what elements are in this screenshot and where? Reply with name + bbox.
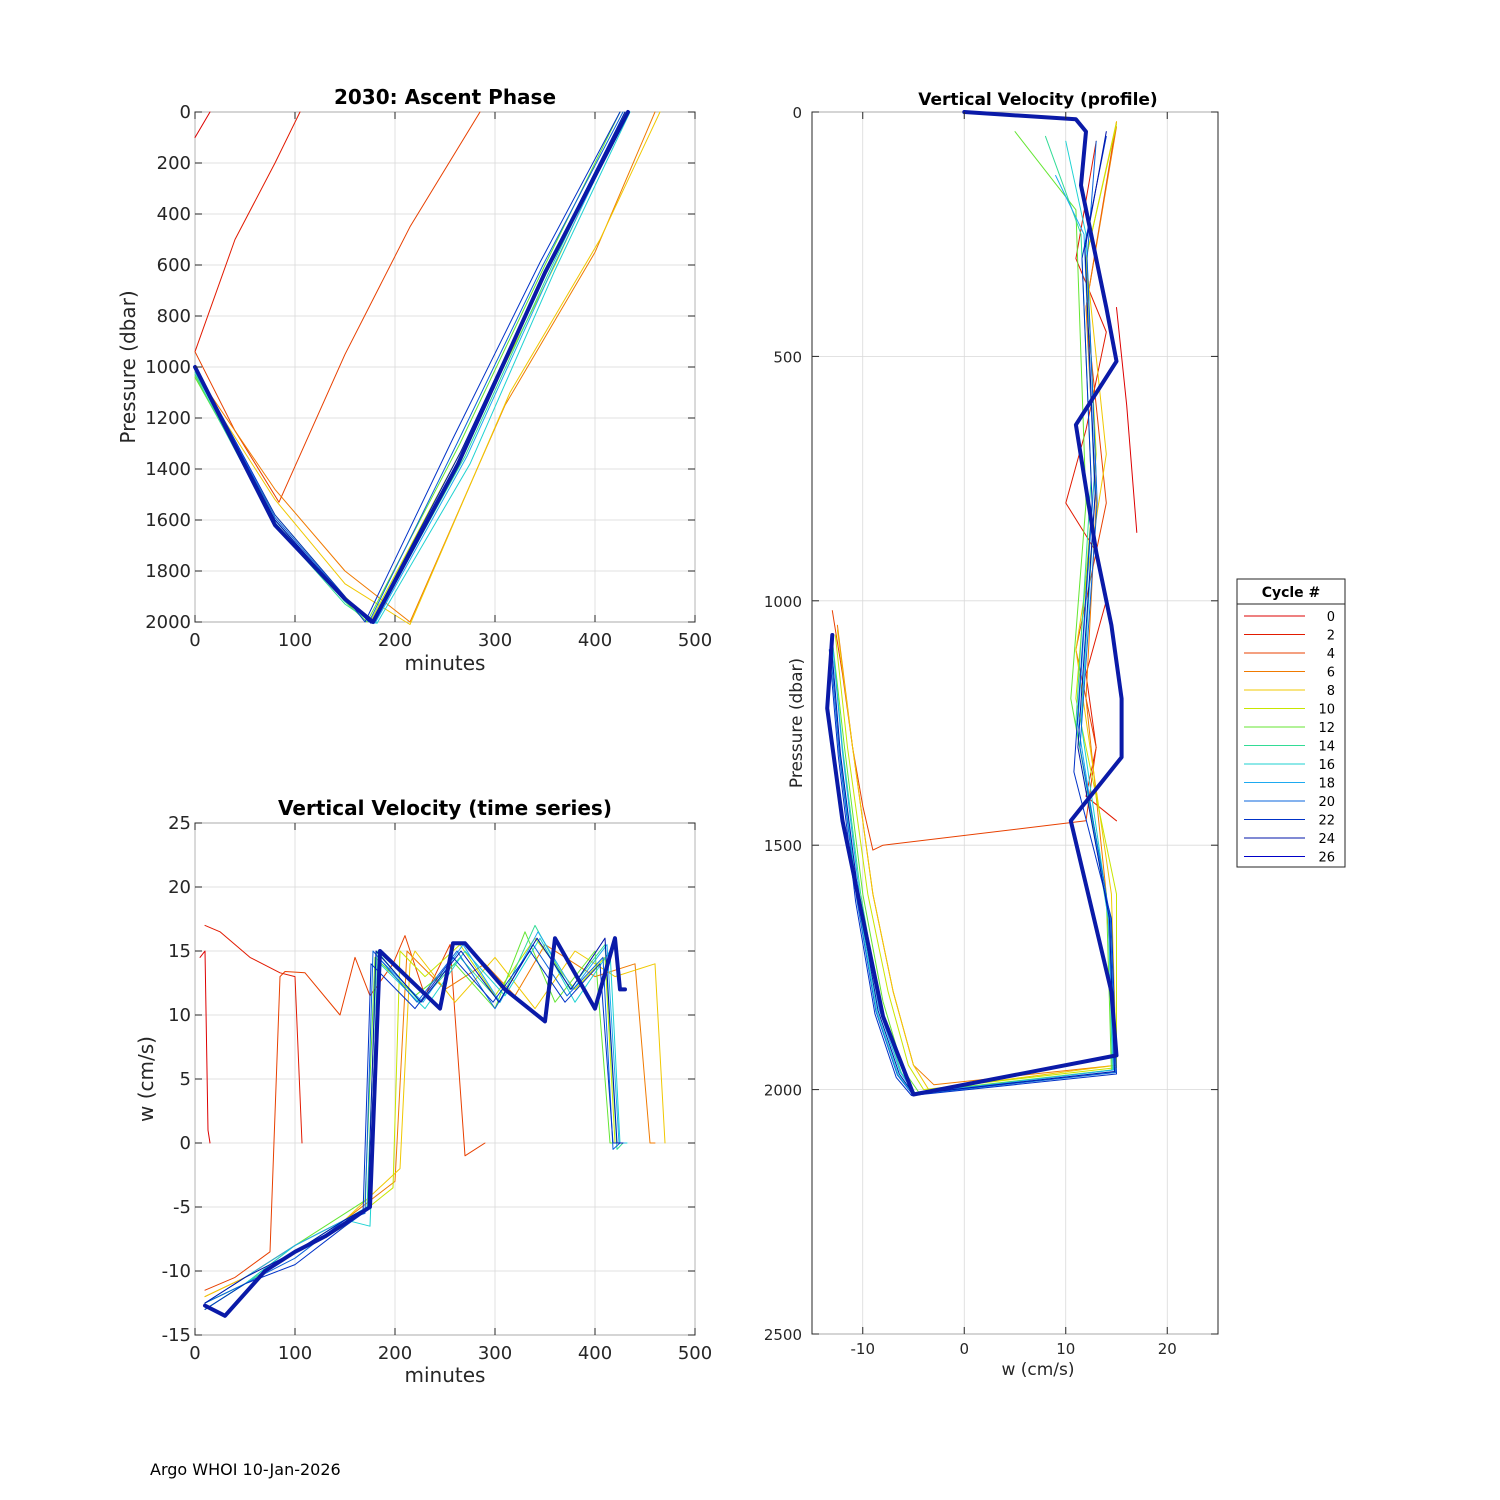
legend-entry-label: 18: [1318, 777, 1335, 792]
legend-entry-label: 12: [1318, 721, 1335, 736]
legend-entry-label: 0: [1327, 610, 1335, 625]
x-tick-label: 0: [189, 630, 200, 651]
legend-entry-label: 10: [1318, 703, 1335, 718]
series-cycle-2: [194, 111, 301, 353]
legend-entry-label: 6: [1327, 666, 1335, 681]
x-tick-label: 200: [378, 1343, 412, 1364]
series-cycle-10: [834, 123, 1117, 1091]
x-tick-label: 0: [959, 1340, 969, 1358]
series-cycle-0: [194, 111, 211, 138]
legend-entry-label: 20: [1318, 795, 1335, 810]
velocity-time-chart-title: Vertical Velocity (time series): [278, 796, 612, 820]
series-cycle-8: [836, 121, 1117, 1091]
ascent-chart-title: 2030: Ascent Phase: [334, 85, 556, 109]
legend-entry-label: 8: [1327, 684, 1335, 699]
y-tick-label: 2000: [145, 612, 191, 633]
y-tick-label: 1000: [764, 593, 802, 611]
y-tick-label: 0: [180, 1133, 191, 1154]
ascent-phase-chart: 0 100 200 300 400 500 0 200 400 600 800 1000 1200 140…: [116, 85, 712, 675]
velocity-profile-chart: -10 0 10 20 0 500 1000 1500 2000 2500 Vertical Ve…: [764, 90, 1219, 1380]
series-cycle-22: [204, 950, 619, 1310]
ascent-x-axis-label: minutes: [405, 651, 486, 675]
series-cycle-26: [203, 936, 627, 1318]
y-tick-label: 1500: [764, 837, 802, 855]
series-cycle-6: [194, 111, 656, 623]
x-tick-label: 300: [478, 1343, 512, 1364]
x-tick-label: 500: [678, 630, 712, 651]
velocity-time-y-axis-label: w (cm/s): [134, 1036, 158, 1122]
legend-entry-label: 22: [1318, 814, 1335, 829]
series-cycle-2: [204, 924, 303, 1144]
y-tick-label: -5: [173, 1197, 191, 1218]
velocity-profile-x-axis-label: w (cm/s): [1001, 1360, 1074, 1380]
y-tick-label: 1600: [145, 510, 191, 531]
y-tick-label: 200: [157, 153, 191, 174]
x-tick-label: 100: [278, 630, 312, 651]
y-tick-label: 500: [773, 348, 802, 366]
y-tick-label: 0: [180, 102, 191, 123]
legend-entry-label: 2: [1327, 629, 1335, 644]
x-tick-label: -10: [851, 1340, 876, 1358]
velocity-profile-plot-area: [811, 111, 1219, 1335]
series-cycle-24: [830, 131, 1115, 1095]
legend-entry-label: 16: [1318, 758, 1335, 773]
footer-credit: Argo WHOI 10-Jan-2026: [150, 1460, 341, 1479]
y-tick-label: 10: [168, 1005, 191, 1026]
series-cycle-8: [194, 111, 661, 625]
x-tick-label: 200: [378, 630, 412, 651]
y-tick-label: 5: [180, 1069, 191, 1090]
y-tick-label: 2000: [764, 1082, 802, 1100]
legend-entry-label: 26: [1318, 851, 1335, 866]
series-cycle-20: [204, 944, 621, 1304]
legend-title: Cycle #: [1262, 585, 1321, 601]
y-tick-label: -10: [162, 1261, 191, 1282]
y-tick-label: 600: [157, 255, 191, 276]
y-tick-label: 25: [168, 813, 191, 834]
y-tick-label: 800: [157, 306, 191, 327]
velocity-profile-chart-title: Vertical Velocity (profile): [918, 90, 1157, 110]
y-tick-label: 20: [168, 877, 191, 898]
y-tick-label: 2500: [764, 1326, 802, 1344]
x-tick-label: 0: [189, 1343, 200, 1364]
legend-entry-label: 14: [1318, 740, 1335, 755]
y-tick-label: 15: [168, 941, 191, 962]
series-cycle-0: [199, 950, 211, 1144]
x-tick-label: 400: [578, 1343, 612, 1364]
x-tick-label: 100: [278, 1343, 312, 1364]
velocity-time-series-chart: 0 100 200 300 400 500 -15 -10 -5 0 5 10 15 20 25 Verti…: [134, 796, 712, 1387]
legend-entry-label: 4: [1327, 647, 1335, 662]
legend-entry-label: 24: [1318, 832, 1335, 847]
series-cycle-0: [1116, 307, 1138, 533]
x-tick-label: 500: [678, 1343, 712, 1364]
velocity-time-x-axis-label: minutes: [405, 1363, 486, 1387]
x-tick-label: 300: [478, 630, 512, 651]
y-tick-label: 1400: [145, 459, 191, 480]
y-tick-label: 400: [157, 204, 191, 225]
y-tick-label: -15: [162, 1325, 191, 1346]
ascent-y-axis-label: Pressure (dbar): [116, 290, 140, 443]
y-tick-label: 0: [792, 104, 802, 122]
series-cycle-12: [831, 131, 1112, 1093]
x-tick-label: 20: [1158, 1340, 1177, 1358]
x-tick-label: 400: [578, 630, 612, 651]
series-cycle-26: [193, 110, 630, 624]
y-tick-label: 1800: [145, 561, 191, 582]
series-cycle-26: [825, 110, 1124, 1097]
y-tick-label: 1200: [145, 408, 191, 429]
series-cycle-4: [194, 111, 481, 503]
series-cycle-22: [194, 111, 621, 623]
x-tick-label: 10: [1056, 1340, 1075, 1358]
y-tick-label: 1000: [145, 357, 191, 378]
velocity-profile-y-axis-label: Pressure (dbar): [787, 658, 807, 788]
